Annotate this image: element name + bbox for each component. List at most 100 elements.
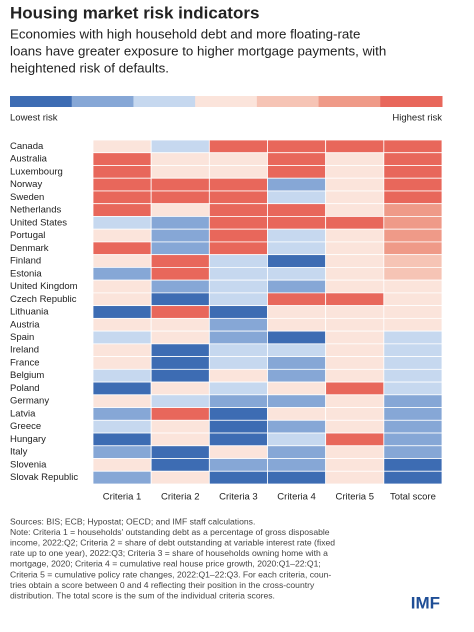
cell [92, 228, 152, 243]
y-tick-label: Czech Republic [10, 294, 77, 305]
subtitle: loans have greater exposure to higher mo… [10, 44, 386, 59]
y-tick-label: Lithuania [10, 307, 49, 318]
y-tick-label: United Kingdom [10, 281, 78, 292]
cell [150, 381, 210, 396]
cell [267, 228, 327, 243]
cell [267, 368, 327, 383]
cell [150, 228, 210, 243]
cell [383, 317, 443, 332]
cell [383, 279, 443, 294]
cell [267, 445, 327, 459]
cell [383, 152, 443, 166]
cell [208, 203, 268, 217]
cell [267, 419, 327, 434]
y-tick-label: Slovak Republic [10, 472, 78, 483]
cell [92, 177, 152, 192]
cell [267, 216, 327, 230]
cell [150, 394, 210, 408]
cell [150, 458, 210, 472]
cell [267, 241, 327, 256]
cell [150, 343, 210, 357]
cell [267, 458, 327, 472]
cell [208, 165, 268, 179]
cell [383, 139, 443, 154]
cell [267, 139, 327, 154]
cell [208, 458, 268, 472]
cell [383, 228, 443, 243]
cell [150, 152, 210, 166]
note: Sources: BIS; ECB; Hypostat; OECD; and I… [10, 516, 255, 526]
cell [383, 394, 443, 408]
legend-label: Lowest risk [10, 113, 58, 124]
note: income, 2022:Q2; Criteria 2 = share of d… [10, 537, 335, 547]
cell [267, 152, 327, 166]
cell [267, 165, 327, 179]
cell [92, 190, 152, 205]
y-tick-label: Luxembourg [10, 166, 63, 177]
cell [150, 203, 210, 217]
y-tick-label: Latvia [10, 408, 36, 419]
cell [267, 267, 327, 281]
cell [150, 356, 210, 370]
cell [267, 356, 327, 370]
cell [92, 254, 152, 268]
cell [92, 317, 152, 332]
cell [267, 279, 327, 294]
cell [208, 139, 268, 154]
cell [208, 381, 268, 396]
cell [150, 419, 210, 434]
cell [92, 445, 152, 459]
note: Note: Criteria 1 = households' outstandi… [10, 527, 330, 537]
cell [383, 254, 443, 268]
cell [150, 267, 210, 281]
y-tick-label: Greece [10, 421, 41, 432]
cell [383, 470, 443, 485]
cell [325, 292, 385, 307]
cell [383, 445, 443, 459]
cell [267, 407, 327, 421]
cell [150, 470, 210, 485]
cell [325, 279, 385, 294]
cell [208, 241, 268, 256]
cell [208, 432, 268, 447]
x-tick-label: Total score [390, 492, 436, 503]
cell [150, 445, 210, 459]
cell [383, 458, 443, 472]
cell [208, 419, 268, 434]
cell [208, 470, 268, 485]
cell [150, 139, 210, 154]
cell [92, 343, 152, 357]
cell [325, 177, 385, 192]
cell [92, 241, 152, 256]
cell [325, 165, 385, 179]
cell [150, 254, 210, 268]
cell [325, 152, 385, 166]
legend-swatch [318, 96, 381, 107]
note: tries obtain a score between 0 and 4 ref… [10, 580, 315, 590]
cell [150, 317, 210, 332]
x-tick-label: Criteria 1 [103, 492, 142, 503]
cell [92, 368, 152, 383]
cell [325, 445, 385, 459]
legend-swatch [10, 96, 73, 107]
cell [325, 203, 385, 217]
cell [208, 292, 268, 307]
cell [267, 317, 327, 332]
cell [208, 279, 268, 294]
cell [92, 356, 152, 370]
y-tick-label: Ireland [10, 345, 39, 356]
y-tick-label: Hungary [10, 434, 46, 445]
cell [383, 190, 443, 205]
cell [325, 267, 385, 281]
legend-swatch [71, 96, 134, 107]
cell [150, 292, 210, 307]
logo: IMF [411, 593, 440, 612]
cell [267, 381, 327, 396]
cell [92, 407, 152, 421]
cell [150, 305, 210, 319]
y-tick-label: Finland [10, 256, 41, 267]
cell [92, 419, 152, 434]
cell [208, 190, 268, 205]
cell [92, 267, 152, 281]
